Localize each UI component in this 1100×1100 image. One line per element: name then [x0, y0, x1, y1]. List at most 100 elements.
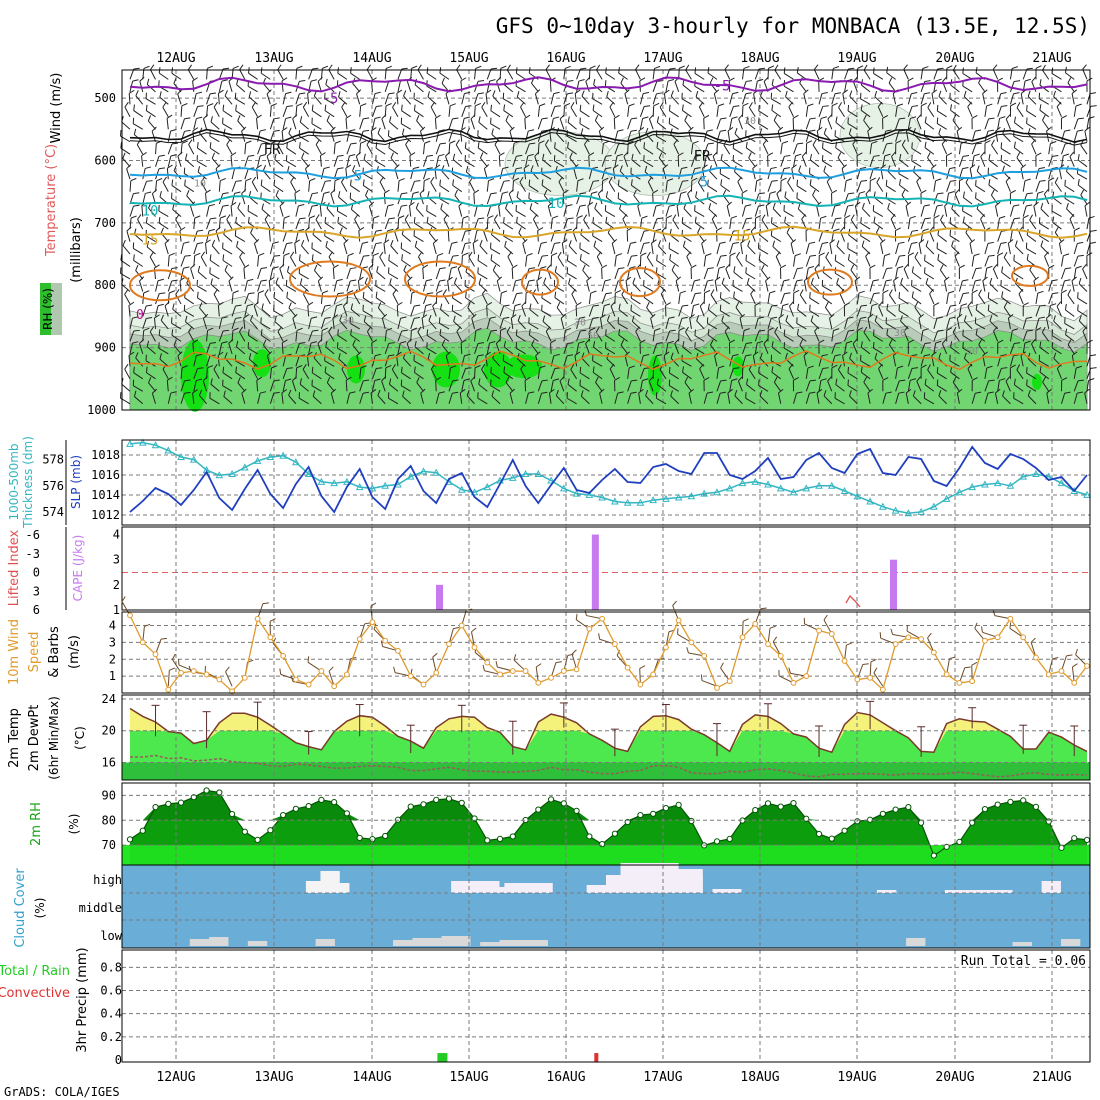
wind-barb: [426, 347, 437, 355]
wind-barb-feather: [1051, 166, 1058, 170]
wind-barb: [158, 334, 169, 342]
wind-barb-feather: [414, 304, 421, 307]
wind-barb-feather: [534, 151, 540, 157]
wind-barb: [627, 380, 632, 392]
wind-barb-feather: [505, 114, 509, 121]
wind-barb: [209, 147, 220, 155]
wind-barb-feather: [501, 290, 508, 294]
wind-barb: [486, 80, 491, 92]
wind-barb-feather: [401, 366, 403, 373]
wind-barb-feather: [645, 389, 649, 396]
wind-barb: [467, 307, 475, 317]
wind-barb: [992, 69, 999, 80]
wind-barb: [384, 93, 390, 105]
wind-barb: [1005, 118, 1011, 130]
wind-barb-feather: [929, 288, 934, 295]
rh2m-point: [356, 834, 363, 842]
wind-barb: [762, 144, 769, 155]
wind-barb-feather: [952, 376, 957, 383]
wind-barb: [492, 357, 501, 367]
wind-barb: [892, 93, 897, 105]
surface-wind-barb-feather: [769, 625, 776, 629]
wind-barb-feather: [858, 290, 865, 294]
wind-barb-feather: [248, 154, 255, 157]
wind-barb: [761, 269, 769, 280]
wind-barb: [247, 210, 258, 218]
wind-barb-feather: [759, 390, 763, 397]
wind-barb-feather: [572, 226, 578, 232]
wind-barb: [180, 118, 185, 130]
wind-barb-feather: [604, 279, 611, 282]
surface-wind-barb-feather: [495, 661, 498, 668]
wind-barb-feather: [931, 351, 937, 356]
wind-barb-feather: [350, 303, 354, 310]
wind-barb: [529, 334, 539, 342]
wind-barb: [856, 305, 862, 317]
wind-barb: [874, 320, 884, 330]
wind-barb: [880, 243, 884, 255]
wind-barb-feather: [164, 238, 170, 244]
wind-barb-feather: [167, 376, 173, 381]
wind-barb: [719, 173, 730, 180]
wind-barb: [563, 218, 569, 230]
wind-barb: [320, 305, 326, 317]
wind-barb-feather: [1014, 80, 1021, 82]
wind-barb: [537, 118, 543, 130]
wind-barb: [716, 380, 722, 392]
wind-barb: [860, 360, 871, 367]
wind-barb-feather: [758, 67, 765, 70]
wind-barb: [218, 68, 224, 80]
wind-barb: [160, 320, 169, 330]
wind-barb: [231, 181, 237, 192]
wind-barb: [223, 234, 233, 242]
wind-barb: [750, 293, 756, 305]
wind-barb-feather: [542, 315, 546, 322]
surface-wind-barb-feather: [760, 607, 767, 610]
wind-barb-feather: [504, 240, 507, 247]
wind-barb: [1073, 367, 1077, 379]
wind-barb: [933, 342, 937, 354]
wind-barb: [861, 84, 871, 93]
wind-barb: [1084, 205, 1088, 217]
wind-barb: [886, 72, 896, 80]
wind-barb: [729, 218, 732, 230]
wind-barb: [1029, 269, 1037, 280]
wind-barb-feather: [413, 104, 416, 111]
wind-barb: [648, 380, 654, 392]
wind-barb-feather: [699, 301, 705, 307]
wind-barb-feather: [753, 351, 759, 356]
wind-barb: [647, 181, 654, 192]
wind-barb-feather: [1026, 379, 1028, 386]
wind-barb: [1009, 343, 1015, 355]
wind-barb-feather: [401, 192, 408, 195]
wind-barb: [294, 243, 297, 255]
wind-barb-feather: [579, 204, 586, 207]
wind-barb: [282, 106, 288, 117]
wind-barb: [184, 185, 195, 193]
wind-barb-feather: [541, 379, 548, 382]
wind-barb-feather: [450, 365, 457, 369]
wind-barb-feather: [567, 116, 570, 123]
wind-barb: [579, 372, 590, 380]
wind-barb-feather: [1001, 266, 1004, 273]
wind-barb-feather: [816, 126, 823, 132]
wind-barb: [1026, 234, 1037, 242]
wind-barb-feather: [1000, 354, 1007, 357]
wind-speed-point: [726, 678, 733, 685]
wind-barb: [290, 181, 297, 192]
wind-barb-feather: [1041, 326, 1046, 333]
cloud-level-label: low: [100, 929, 122, 943]
wind-barb-feather: [594, 114, 599, 121]
wind-barb-feather: [205, 239, 211, 244]
wind-barb-feather: [1044, 251, 1049, 257]
wind-barb: [461, 93, 465, 105]
wind-barb: [434, 118, 437, 130]
wind-barb-feather: [888, 77, 893, 84]
wind-barb: [720, 297, 730, 305]
rh-saturated-blob: [484, 351, 512, 388]
wind-barb: [951, 208, 960, 217]
wind-barb: [512, 293, 518, 305]
wind-barb-feather: [737, 176, 742, 183]
wind-barb: [392, 106, 399, 118]
wind-barb: [937, 234, 947, 242]
